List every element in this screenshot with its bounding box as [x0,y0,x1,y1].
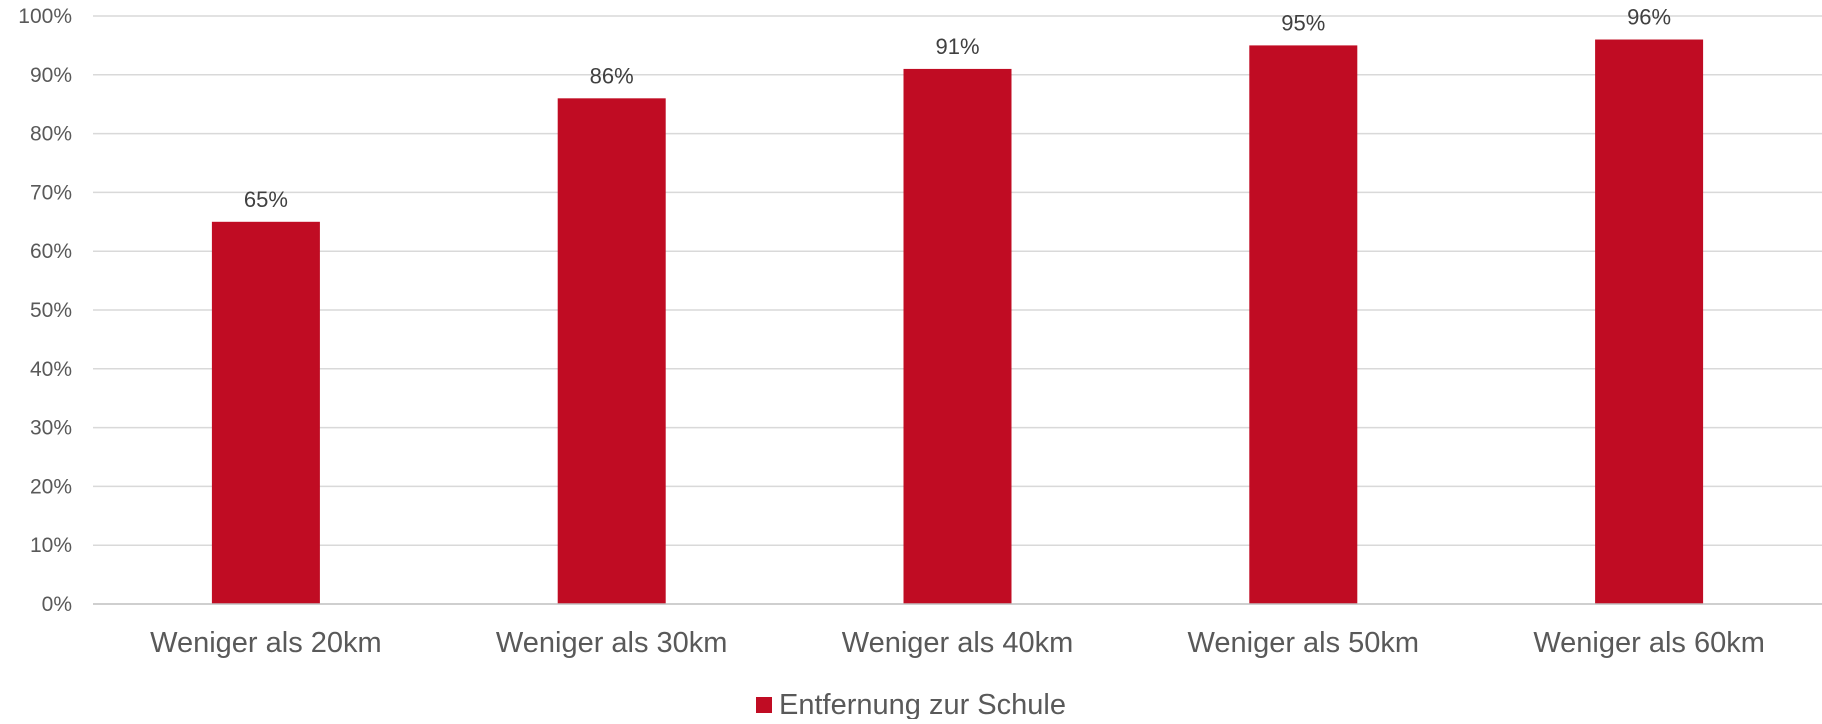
bar [903,68,1012,605]
bar [1595,39,1704,604]
y-tick-label: 20% [30,475,72,498]
x-tick-label: Weniger als 50km [1188,627,1420,659]
y-tick-label: 30% [30,417,72,440]
x-tick-label: Weniger als 30km [496,627,728,659]
y-tick-label: 90% [30,64,72,87]
y-tick-label: 60% [30,240,72,263]
y-tick-label: 0% [42,593,72,616]
bar [1249,45,1358,604]
x-tick-label: Weniger als 40km [842,627,1074,659]
legend-label: Entfernung zur Schule [779,689,1066,719]
data-label: 96% [1627,5,1671,30]
bars [211,39,1704,605]
data-label: 95% [1281,10,1325,35]
data-label: 65% [244,187,288,212]
data-label: 91% [935,34,979,59]
legend-swatch [756,697,772,713]
y-tick-label: 10% [30,534,72,557]
y-tick-label: 100% [18,5,72,28]
x-tick-label: Weniger als 20km [150,627,382,659]
bar [557,98,666,604]
x-tick-label: Weniger als 60km [1533,627,1765,659]
data-label: 86% [590,63,634,88]
legend: Entfernung zur Schule [756,689,1066,721]
y-tick-label: 80% [30,123,72,146]
bar [211,221,320,605]
y-tick-label: 70% [30,181,72,204]
y-tick-label: 40% [30,358,72,381]
labels: 0% 10% 20% 30% 40% 50% 60% 70% 80% 90% 100% 65% Weni… [18,5,1765,659]
y-tick-label: 50% [30,299,72,322]
